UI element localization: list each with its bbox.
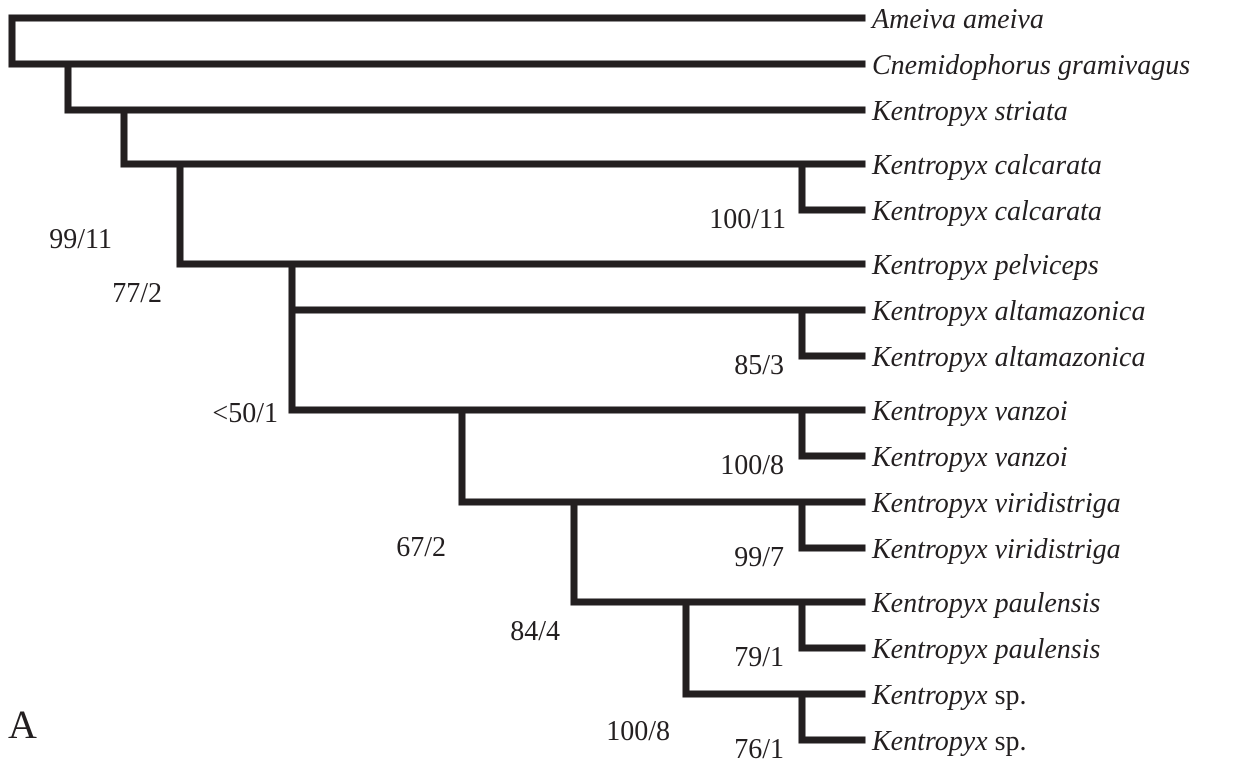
support-value-altamazonica: 85/3: [734, 350, 784, 381]
taxon-labels: Ameiva ameiva Cnemidophorus gramivagus Ken…: [870, 4, 1190, 757]
taxon-suffix: sp.: [988, 726, 1027, 757]
taxon-name: Kentropyx pelviceps: [871, 250, 1099, 281]
taxon-label: Kentropyx sp.: [871, 680, 1027, 711]
taxon-name: Kentropyx: [871, 680, 988, 711]
taxon-name: Cnemidophorus gramivagus: [872, 50, 1190, 81]
taxon-suffix: sp.: [988, 680, 1027, 711]
taxon-label: Ameiva ameiva: [870, 4, 1044, 35]
support-value-viridistriga: 99/7: [734, 542, 784, 573]
taxon-name: Kentropyx paulensis: [871, 634, 1100, 665]
taxon-name: Kentropyx vanzoi: [871, 396, 1068, 427]
taxon-name: Ameiva ameiva: [870, 4, 1044, 35]
support-value-paulensis_clade: 100/8: [606, 716, 670, 747]
taxon-name: Kentropyx viridistriga: [871, 488, 1121, 519]
taxon-label: Kentropyx calcarata: [871, 196, 1102, 227]
support-value-calcarata: 100/11: [709, 204, 786, 235]
tree-branches: [8, 14, 866, 744]
support-value-sp: 76/1: [734, 734, 784, 765]
taxon-label: Cnemidophorus gramivagus: [872, 50, 1190, 81]
taxon-label: Kentropyx altamazonica: [871, 342, 1145, 373]
taxon-label: Kentropyx pelviceps: [871, 250, 1099, 281]
taxon-name: Kentropyx striata: [871, 96, 1068, 127]
taxon-label: Kentropyx viridistriga: [871, 534, 1121, 565]
taxon-name: Kentropyx vanzoi: [871, 442, 1068, 473]
taxon-name: Kentropyx calcarata: [871, 196, 1102, 227]
taxon-label: Kentropyx striata: [871, 96, 1068, 127]
taxon-label: Kentropyx sp.: [871, 726, 1027, 757]
taxon-label: Kentropyx viridistriga: [871, 488, 1121, 519]
support-value-paulensis: 79/1: [734, 642, 784, 673]
taxon-name: Kentropyx viridistriga: [871, 534, 1121, 565]
support-value-ingroup: <50/1: [212, 398, 278, 429]
taxon-label: Kentropyx paulensis: [871, 634, 1100, 665]
taxon-label: Kentropyx vanzoi: [871, 442, 1068, 473]
taxon-name: Kentropyx altamazonica: [871, 342, 1145, 373]
taxon-name: Kentropyx: [871, 726, 988, 757]
taxon-label: Kentropyx paulensis: [871, 588, 1100, 619]
taxon-label: Kentropyx altamazonica: [871, 296, 1145, 327]
support-value-vanzoi: 100/8: [720, 450, 784, 481]
support-value-viridistriga_clade: 84/4: [510, 616, 560, 647]
support-value-striata: 77/2: [112, 278, 162, 309]
panel-label: A: [8, 702, 37, 747]
taxon-name: Kentropyx altamazonica: [871, 296, 1145, 327]
taxon-label: Kentropyx vanzoi: [871, 396, 1068, 427]
support-value-vanzoi_clade: 67/2: [396, 532, 446, 563]
taxon-name: Kentropyx paulensis: [871, 588, 1100, 619]
taxon-label: Kentropyx calcarata: [871, 150, 1102, 181]
support-value-root_cnem: 99/11: [49, 224, 112, 255]
taxon-name: Kentropyx calcarata: [871, 150, 1102, 181]
